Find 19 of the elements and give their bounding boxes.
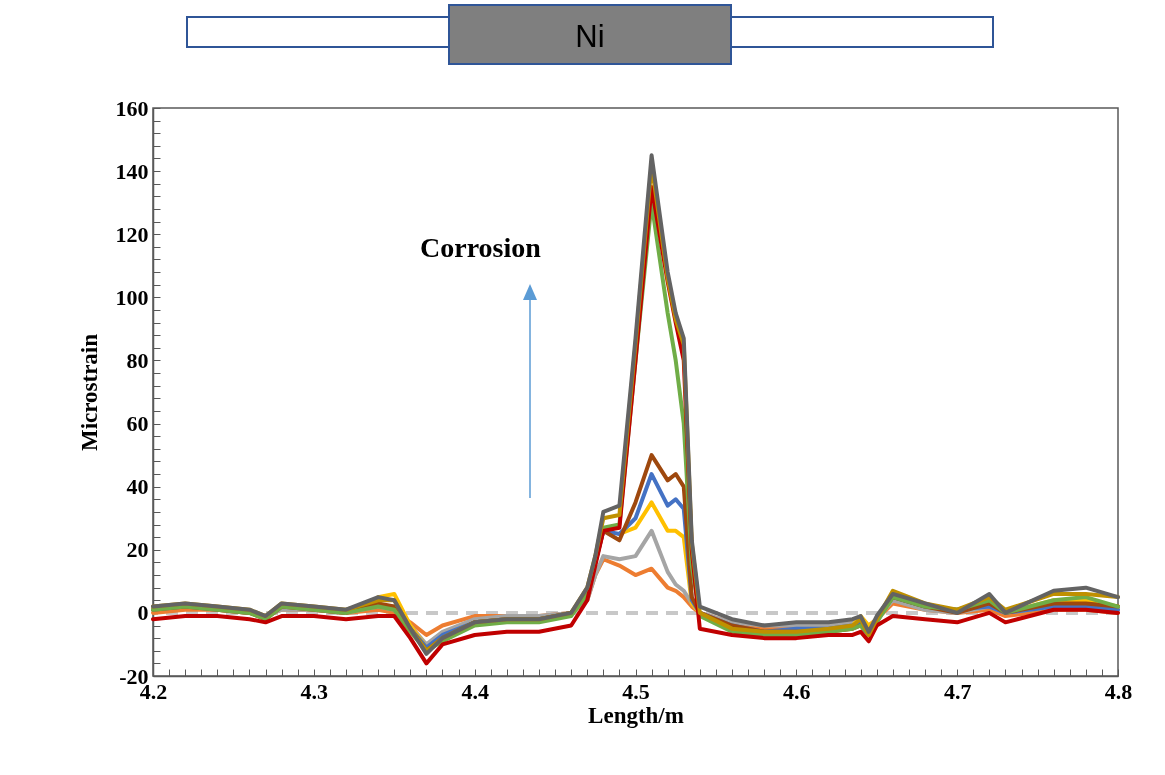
x-tick-label: 4.4 [461,678,489,704]
y-tick-label: 80 [126,347,149,373]
y-tick-label: 100 [115,284,149,310]
y-tick-label: 60 [126,411,149,437]
y-axis-title: Microstrain [76,333,102,452]
rod-diagram: Ni [0,0,1165,70]
x-tick-label: 4.8 [1104,678,1133,704]
x-tick-label: 4.3 [300,678,329,704]
x-tick-label: 4.6 [783,678,811,704]
x-tick-label: 4.5 [622,678,650,704]
y-tick-label: 160 [115,95,149,121]
y-tick-label: 20 [126,537,149,563]
annotation: Corrosion [420,232,541,264]
y-tick-label: 0 [137,600,149,626]
y-tick-label: 140 [115,158,149,184]
y-tick-label: 40 [126,474,149,500]
y-tick-label: 120 [115,221,149,247]
x-axis-title: Length/m [588,702,684,728]
x-tick-label: 4.7 [943,678,972,704]
